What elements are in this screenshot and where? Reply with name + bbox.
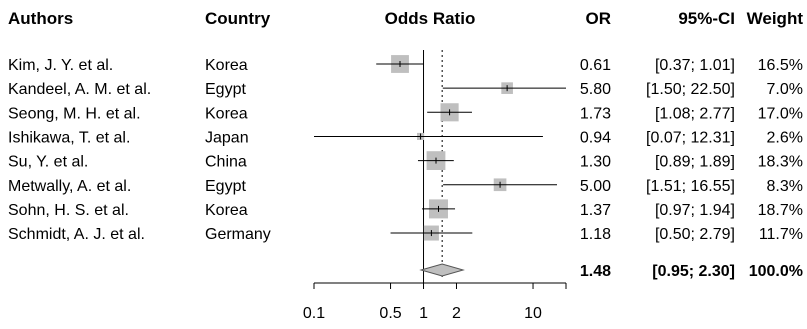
study-country: Korea <box>205 105 248 122</box>
header-ci: 95%-CI <box>678 9 735 28</box>
header-or: OR <box>586 9 612 28</box>
study-ci: [0.37; 1.01] <box>655 57 735 74</box>
study-or: 0.94 <box>580 129 611 146</box>
header-odds-ratio: Odds Ratio <box>385 9 476 28</box>
x-tick-label: 0.5 <box>379 305 401 322</box>
header-authors: Authors <box>8 9 73 28</box>
study-weight: 2.6% <box>767 129 803 146</box>
study-weight: 11.7% <box>759 226 803 243</box>
study-country: Egypt <box>205 81 246 98</box>
header-country: Country <box>205 9 271 28</box>
study-weight: 18.3% <box>758 154 803 171</box>
study-author: Su, Y. et al. <box>8 154 88 171</box>
study-weight: 18.7% <box>758 202 803 219</box>
study-weight: 8.3% <box>767 178 803 195</box>
study-author: Kim, J. Y. et al. <box>8 57 113 74</box>
study-rows: Kim, J. Y. et al. Korea 0.61 [0.37; 1.01] 16… <box>8 57 803 280</box>
x-tick-label: 2 <box>452 305 461 322</box>
study-or: 0.61 <box>580 57 611 74</box>
study-ci: [0.50; 2.79] <box>655 226 735 243</box>
study-country: Japan <box>205 129 249 146</box>
study-ci: [1.08; 2.77] <box>655 105 735 122</box>
header-weight: Weight <box>747 9 804 28</box>
study-or: 1.30 <box>580 154 611 171</box>
study-country: Germany <box>205 226 271 243</box>
study-country: Korea <box>205 57 248 74</box>
study-or: 5.00 <box>580 178 611 195</box>
study-country: China <box>205 154 247 171</box>
x-tick-label: 10 <box>524 305 542 322</box>
pooled-diamond <box>419 263 465 277</box>
study-weight: 16.5% <box>758 57 803 74</box>
study-or: 1.18 <box>580 226 611 243</box>
study-author: Schmidt, A. J. et al. <box>8 226 145 243</box>
study-author: Ishikawa, T. et al. <box>8 129 130 146</box>
study-author: Metwally, A. et al. <box>8 178 131 195</box>
pooled-or: 1.48 <box>580 263 611 280</box>
study-author: Sohn, H. S. et al. <box>8 202 129 219</box>
study-country: Korea <box>205 202 248 219</box>
study-or: 1.73 <box>580 105 611 122</box>
study-or: 5.80 <box>580 81 611 98</box>
study-or: 1.37 <box>580 202 611 219</box>
study-author: Kandeel, A. M. et al. <box>8 81 151 98</box>
x-tick-label: 1 <box>419 305 428 322</box>
pooled-weight: 100.0% <box>749 263 803 280</box>
study-ci: [1.51; 16.55] <box>646 178 735 195</box>
study-ci: [0.89; 1.89] <box>655 154 735 171</box>
study-author: Seong, M. H. et al. <box>8 105 141 122</box>
plot-area: 0.1 0.5 1 2 10 <box>303 50 567 322</box>
study-country: Egypt <box>205 178 246 195</box>
study-ci: [0.97; 1.94] <box>655 202 735 219</box>
study-ci: [1.50; 22.50] <box>646 81 735 98</box>
x-tick-label: 0.1 <box>303 305 325 322</box>
study-weight: 7.0% <box>767 81 803 98</box>
study-ci: [0.07; 12.31] <box>646 129 735 146</box>
pooled-ci: [0.95; 2.30] <box>652 263 735 280</box>
study-weight: 17.0% <box>758 105 803 122</box>
